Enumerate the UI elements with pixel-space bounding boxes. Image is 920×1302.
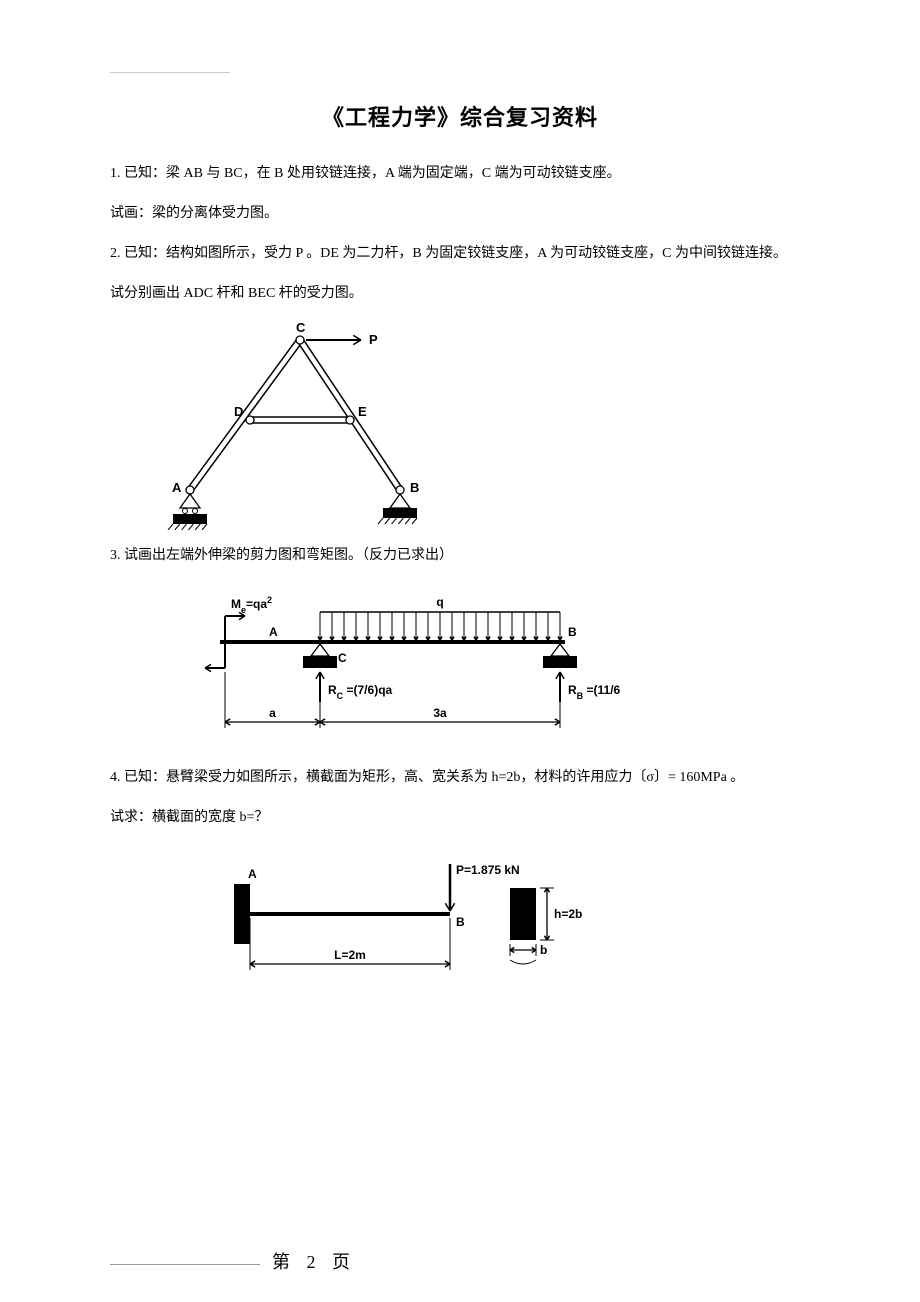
svg-text:RC =(7/6)qa: RC =(7/6)qa <box>328 683 393 701</box>
q4-ask: 试求：横截面的宽度 b=？ <box>110 804 810 832</box>
svg-text:P: P <box>369 332 378 347</box>
svg-text:A: A <box>248 867 257 881</box>
beam-svg: q Me=qa2 A C B RC =(7/6)qa RB =(11/6)qa a 3a <box>190 582 620 752</box>
svg-text:A: A <box>172 480 182 495</box>
footer-rule <box>110 1264 260 1265</box>
figure-overhang-beam: q Me=qa2 A C B RC =(7/6)qa RB =(11/6)qa a 3a <box>190 582 810 752</box>
footer-page-number: 第 2 页 <box>272 1252 356 1272</box>
cantilever-svg: A B P=1.875 kN L=2m h=2b b <box>190 844 590 994</box>
q4-given: 4. 已知：悬臂梁受力如图所示，横截面为矩形，高、宽关系为 h=2b，材料的许用… <box>110 764 810 792</box>
svg-text:3a: 3a <box>433 706 447 720</box>
figure-truss: A B C D E P <box>150 320 810 530</box>
q1-ask: 试画：梁的分离体受力图。 <box>110 200 810 228</box>
svg-text:E: E <box>358 404 367 419</box>
q3: 3. 试画出左端外伸梁的剪力图和弯矩图。（反力已求出） <box>110 542 810 570</box>
svg-text:P=1.875 kN: P=1.875 kN <box>456 863 520 877</box>
svg-text:b: b <box>540 943 547 957</box>
page-footer: 第 2 页 <box>110 1248 810 1274</box>
svg-text:C: C <box>296 320 306 335</box>
svg-text:A: A <box>269 625 278 639</box>
svg-text:C: C <box>338 651 347 665</box>
svg-text:D: D <box>234 404 243 419</box>
page-title: 《工程力学》综合复习资料 <box>110 100 810 132</box>
svg-text:h=2b: h=2b <box>554 907 582 921</box>
truss-svg: A B C D E P <box>150 320 470 530</box>
svg-text:B: B <box>410 480 419 495</box>
svg-text:q: q <box>436 595 443 609</box>
figure-cantilever: A B P=1.875 kN L=2m h=2b b <box>190 844 810 994</box>
q2-given: 2. 已知：结构如图所示，受力 P 。DE 为二力杆，B 为固定铰链支座，A 为… <box>110 240 810 268</box>
svg-text:Me=qa2: Me=qa2 <box>231 595 272 615</box>
svg-text:L=2m: L=2m <box>334 948 366 962</box>
svg-text:a: a <box>269 706 276 720</box>
top-rule <box>110 72 230 73</box>
q1-given: 1. 已知：梁 AB 与 BC，在 B 处用铰链连接，A 端为固定端，C 端为可… <box>110 160 810 188</box>
svg-text:B: B <box>568 625 577 639</box>
q2-ask: 试分别画出 ADC 杆和 BEC 杆的受力图。 <box>110 280 810 308</box>
svg-text:RB =(11/6)qa: RB =(11/6)qa <box>568 683 620 701</box>
svg-text:B: B <box>456 915 465 929</box>
